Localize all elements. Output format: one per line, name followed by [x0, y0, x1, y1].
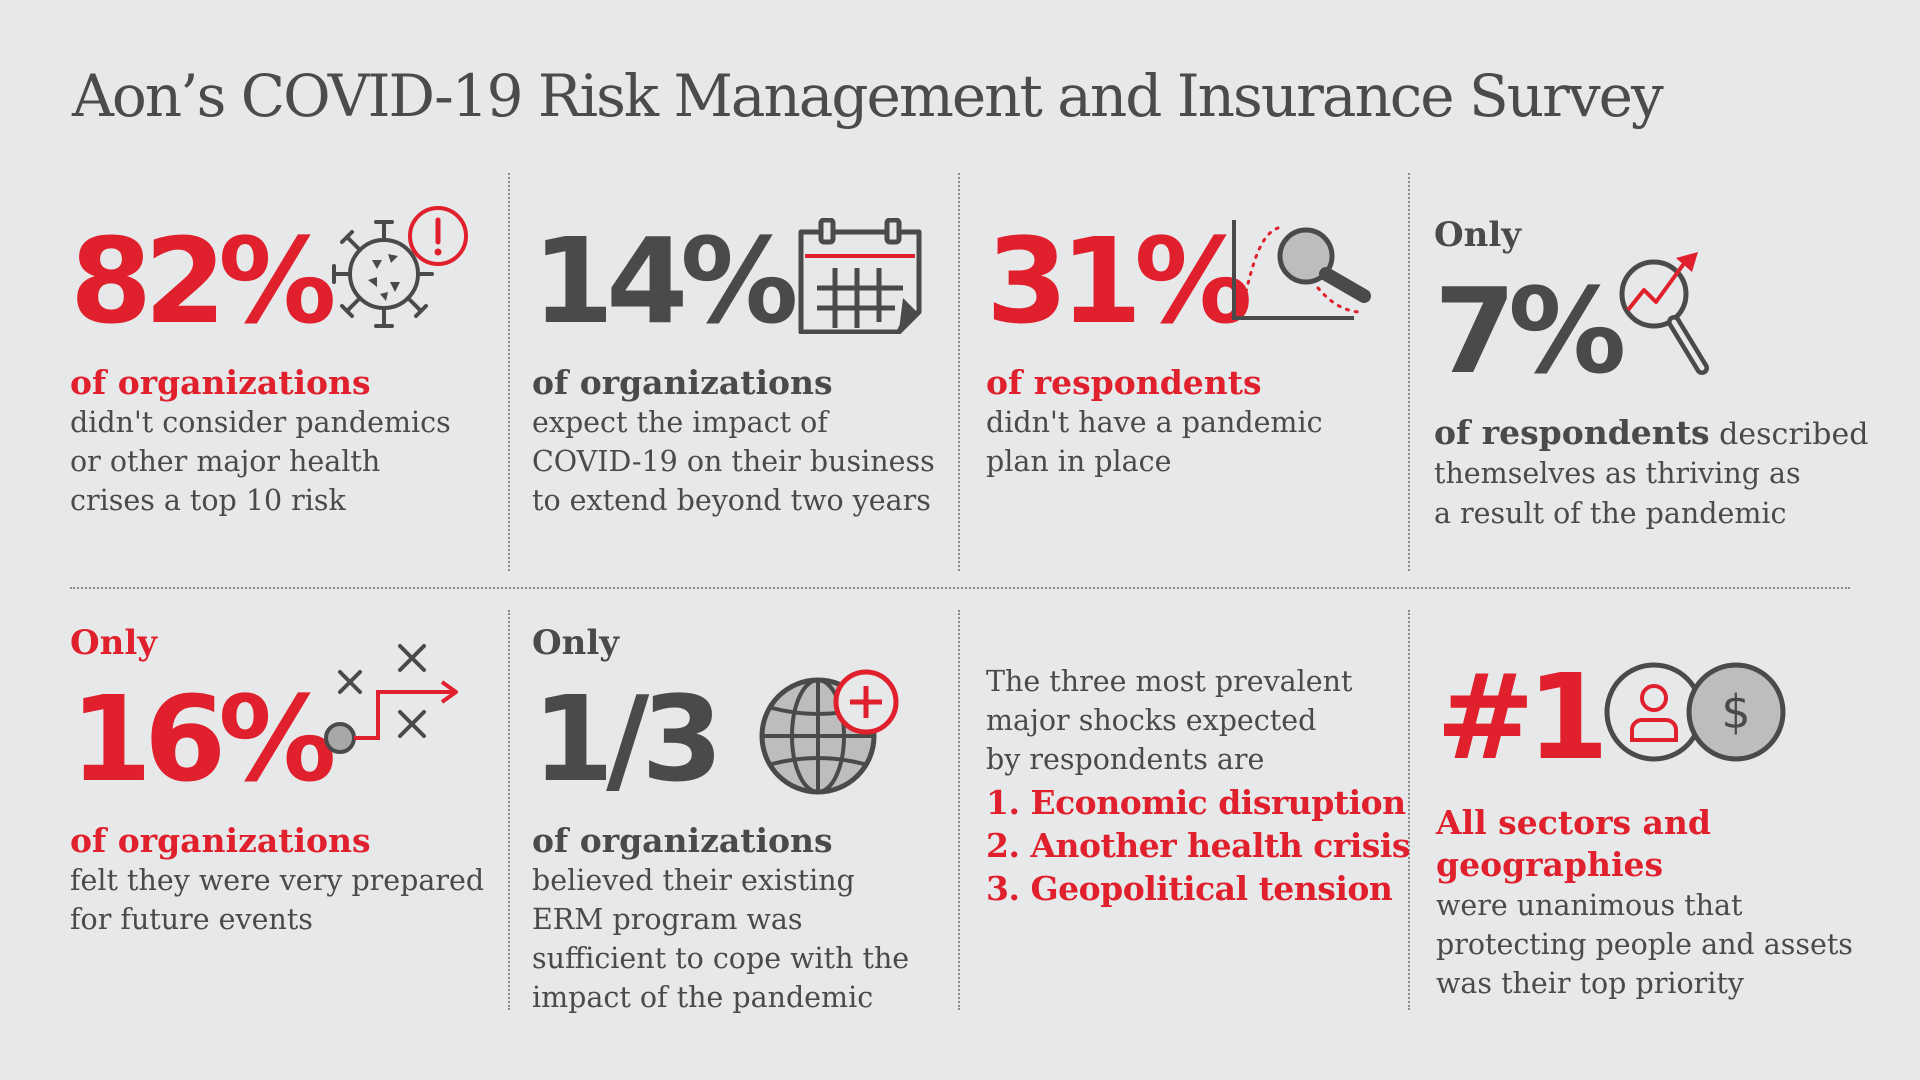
- shocks-intro: The three most prevalent major shocks ex…: [986, 662, 1410, 779]
- stat-lead: All sectors and geographies: [1436, 802, 1853, 886]
- stat-prefix: Only: [70, 623, 158, 663]
- stat-value: 16%: [70, 670, 336, 808]
- desc-line: impact of the pandemic: [532, 980, 874, 1014]
- desc-line: themselves as thriving as: [1434, 457, 1801, 490]
- desc-line: for future events: [70, 902, 313, 936]
- desc-line: COVID-19 on their business: [532, 444, 935, 478]
- svg-text:$: $: [1721, 685, 1750, 739]
- shocks-card: The three most prevalent major shocks ex…: [986, 662, 1411, 910]
- desc-line: believed their existing: [532, 863, 855, 897]
- desc-line: ERM program was: [532, 902, 803, 936]
- stat-card: 82% of organizations didn't consider pan…: [70, 222, 451, 520]
- desc-line: were unanimous that: [1436, 889, 1743, 922]
- stat-description: themselves as thriving as a result of th…: [1434, 454, 1868, 534]
- strategy-path-icon: [320, 642, 460, 754]
- desc-line: a result of the pandemic: [1434, 497, 1787, 530]
- desc-line: expect the impact of: [532, 405, 828, 439]
- divider: [1408, 610, 1410, 1010]
- divider: [508, 610, 510, 1010]
- stat-card: #1 All sectors and geographies were unan…: [1436, 658, 1853, 1003]
- stat-lead-line: of respondents described: [1434, 413, 1869, 454]
- stat-prefix: Only: [1434, 215, 1522, 255]
- desc-line: crises a top 10 risk: [70, 483, 346, 517]
- desc-line: sufficient to cope with the: [532, 941, 910, 975]
- desc-line: protecting people and assets: [1436, 928, 1853, 961]
- stat-value: 7%: [1434, 262, 1626, 400]
- desc-line: felt they were very prepared: [70, 863, 485, 897]
- desc-line: or other major health: [70, 444, 381, 478]
- stat-card: Only 7% of respondents described themsel…: [1434, 218, 1868, 534]
- stat-value: 82%: [70, 212, 336, 350]
- calendar-icon: [795, 218, 925, 334]
- shock-item: 2. Another health crisis: [986, 826, 1411, 865]
- divider: [508, 173, 510, 571]
- stat-card: 31% of respondents didn't have a pandemi…: [986, 222, 1323, 481]
- shock-item: 1. Economic disruption: [986, 783, 1406, 822]
- desc-line: to extend beyond two years: [532, 483, 931, 517]
- shock-item: 3. Geopolitical tension: [986, 869, 1393, 908]
- desc-line: was their top priority: [1436, 967, 1744, 1000]
- desc-line: plan in place: [986, 444, 1172, 478]
- stat-card: 14% of organizations expect the impact o…: [532, 222, 935, 520]
- stat-description: were unanimous that protecting people an…: [1436, 886, 1853, 1003]
- desc-line: major shocks expected: [986, 704, 1317, 737]
- stat-description: didn't consider pandemics or other major…: [70, 403, 451, 520]
- stat-value: 31%: [986, 212, 1252, 350]
- stat-description: believed their existing ERM program was …: [532, 861, 909, 1017]
- stat-lead: of organizations: [70, 363, 371, 402]
- magnifier-growth-icon: [1616, 252, 1716, 378]
- stat-value: 1/3: [532, 670, 723, 808]
- stat-card: Only 16% of organizations felt they were…: [70, 626, 484, 939]
- stat-description: felt they were very prepared for future …: [70, 861, 484, 939]
- lead-line: geographies: [1436, 845, 1664, 884]
- virus-alert-icon: [332, 202, 472, 332]
- magnifier-chart-icon: [1230, 218, 1380, 324]
- stat-prefix: Only: [532, 623, 620, 663]
- divider: [958, 610, 960, 1010]
- desc-line: didn't consider pandemics: [70, 405, 451, 439]
- stat-lead: of organizations: [532, 363, 833, 402]
- divider: [70, 587, 1850, 589]
- stat-description: expect the impact of COVID-19 on their b…: [532, 403, 935, 520]
- stat-lead-suffix: described: [1709, 417, 1869, 452]
- lead-line: All sectors and: [1436, 803, 1711, 842]
- stat-card: Only 1/3 of organizations believed their…: [532, 626, 909, 1017]
- stat-value: 14%: [532, 212, 798, 350]
- desc-line: didn't have a pandemic: [986, 405, 1323, 439]
- globe-plus-icon: [758, 668, 904, 798]
- stat-lead: of organizations: [70, 821, 371, 860]
- stat-value: #1: [1436, 648, 1609, 786]
- stat-lead: of organizations: [532, 821, 833, 860]
- person-dollar-icon: $: [1602, 660, 1788, 764]
- desc-line: by respondents are: [986, 743, 1265, 776]
- stat-lead: of respondents: [1434, 413, 1710, 452]
- divider: [958, 173, 960, 571]
- stat-description: didn't have a pandemic plan in place: [986, 403, 1323, 481]
- page-title: Aon’s COVID-19 Risk Management and Insur…: [72, 62, 1664, 130]
- divider: [1408, 173, 1410, 571]
- stat-lead: of respondents: [986, 363, 1262, 402]
- desc-line: The three most prevalent: [986, 665, 1353, 698]
